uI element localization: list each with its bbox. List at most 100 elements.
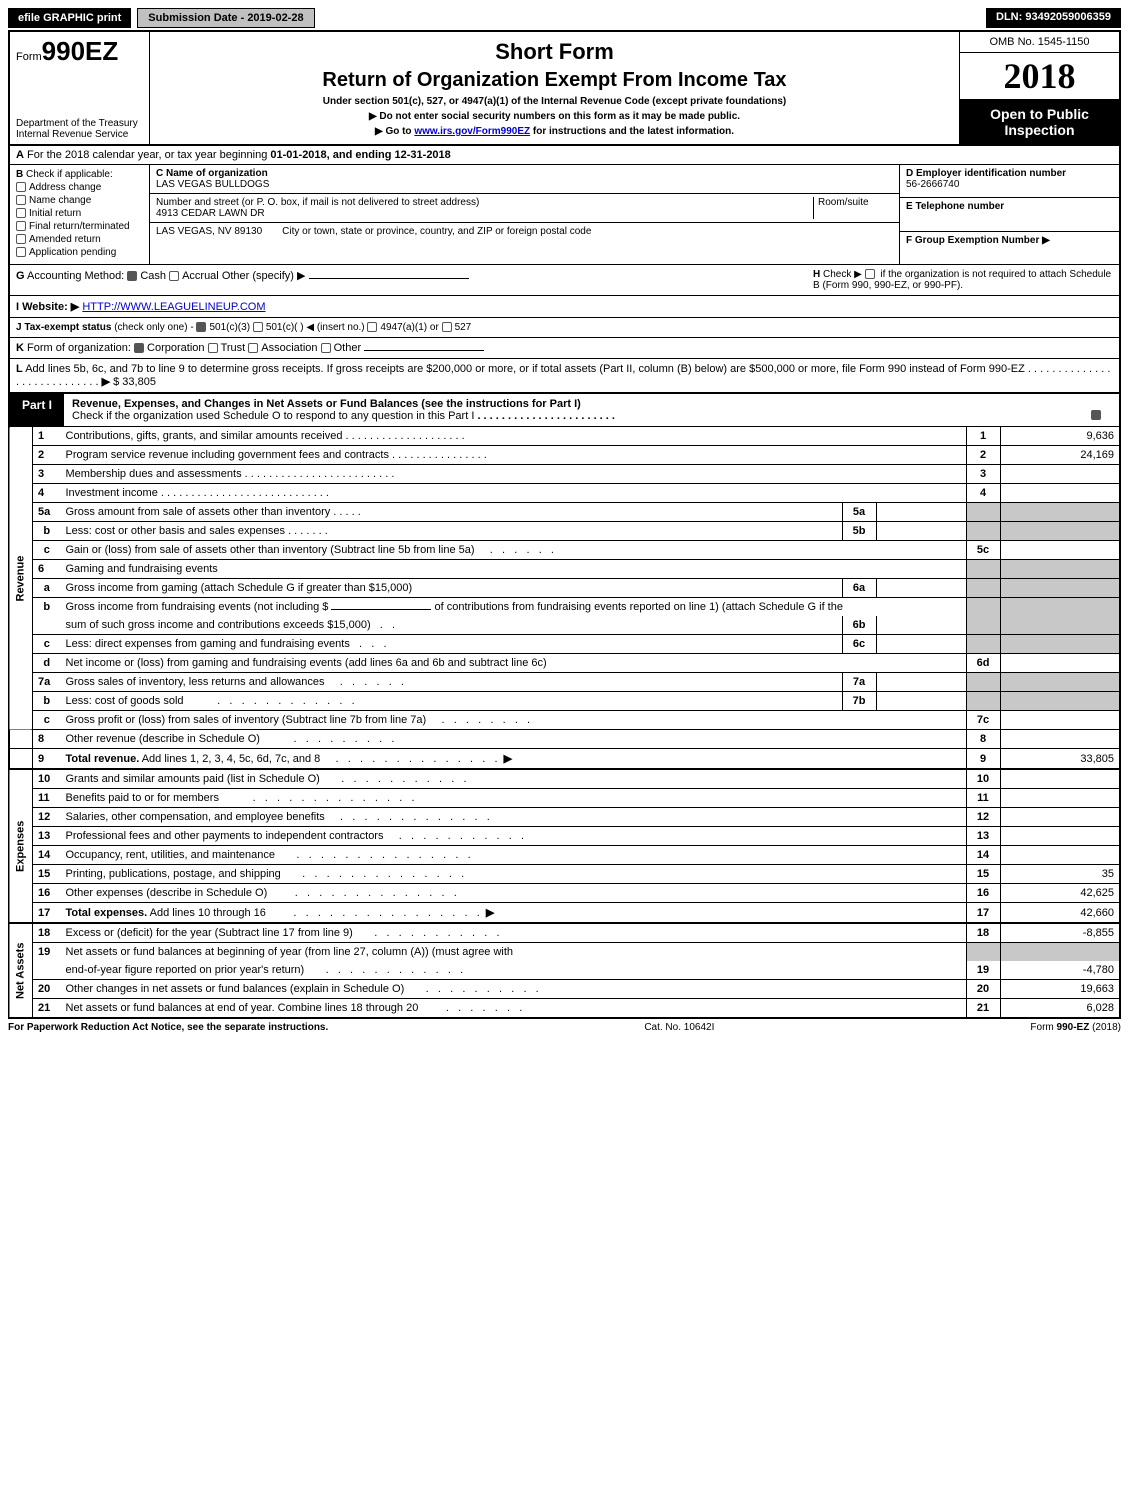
check-accrual[interactable] [169, 271, 179, 281]
part-1-title: Revenue, Expenses, and Changes in Net As… [64, 394, 1119, 426]
footer-left: For Paperwork Reduction Act Notice, see … [8, 1022, 328, 1033]
check-name-change[interactable]: Name change [16, 195, 143, 206]
l14-desc: Occupancy, rent, utilities, and maintena… [66, 849, 276, 861]
warn-goto: ▶ Go to www.irs.gov/Form990EZ for instru… [158, 126, 951, 137]
l7a-rshade [966, 673, 1000, 692]
dln-label: DLN: 93492059006359 [986, 8, 1121, 28]
check-final-return-label: Final return/terminated [29, 221, 130, 232]
l18-num: 18 [33, 923, 61, 943]
line-19-2: end-of-year figure reported on prior yea… [9, 961, 1120, 980]
section-g-h: G Accounting Method: Cash Accrual Other … [8, 265, 1121, 296]
check-h[interactable] [865, 269, 875, 279]
line-6: 6 Gaming and fundraising events [9, 560, 1120, 579]
l19-rshade [966, 943, 1000, 962]
l10-rnum: 10 [966, 769, 1000, 789]
j-label: J Tax-exempt status [16, 322, 111, 333]
l5b-num: b [33, 522, 61, 541]
top-bar-left: efile GRAPHIC print Submission Date - 20… [8, 8, 315, 28]
line-7a: 7a Gross sales of inventory, less return… [9, 673, 1120, 692]
g-label: G [16, 270, 25, 282]
check-501c3[interactable] [196, 322, 206, 332]
l1-val: 9,636 [1000, 427, 1120, 446]
check-application-pending[interactable]: Application pending [16, 247, 143, 258]
l7a-inum: 7a [842, 673, 876, 692]
form-number-big: 990EZ [42, 36, 119, 66]
line-10: Expenses 10 Grants and similar amounts p… [9, 769, 1120, 789]
line-2: 2 Program service revenue including gove… [9, 446, 1120, 465]
l7a-ival [876, 673, 966, 692]
check-527[interactable] [442, 322, 452, 332]
city-value: LAS VEGAS, NV 89130 [156, 226, 262, 237]
l6b-inum: 6b [842, 616, 876, 635]
check-initial-return[interactable]: Initial return [16, 208, 143, 219]
l7b-desc: Less: cost of goods sold [66, 695, 184, 707]
g-text: Accounting Method: [27, 270, 124, 282]
l11-val [1000, 789, 1120, 808]
section-d: D Employer identification number 56-2666… [900, 165, 1119, 198]
l5a-num: 5a [33, 503, 61, 522]
l8-val [1000, 730, 1120, 749]
l6d-rnum: 6d [966, 654, 1000, 673]
tax-year: 2018 [960, 53, 1119, 100]
part-1-header: Part I Revenue, Expenses, and Changes in… [8, 394, 1121, 427]
accrual-label: Accrual [182, 270, 219, 282]
f-arrow: ▶ [1042, 235, 1050, 246]
check-schedule-o[interactable] [1091, 410, 1101, 420]
check-cash[interactable] [127, 271, 137, 281]
line-11: 11 Benefits paid to or for members . . .… [9, 789, 1120, 808]
l16-rnum: 16 [966, 884, 1000, 903]
l14-num: 14 [33, 846, 61, 865]
k-trust: Trust [221, 342, 246, 354]
check-501c[interactable] [253, 322, 263, 332]
check-assoc[interactable] [248, 343, 258, 353]
l16-desc: Other expenses (describe in Schedule O) [66, 887, 268, 899]
l18-val: -8,855 [1000, 923, 1120, 943]
l6b-desc1: Gross income from fundraising events (no… [66, 601, 332, 613]
l11-rnum: 11 [966, 789, 1000, 808]
check-final-return[interactable]: Final return/terminated [16, 221, 143, 232]
check-address-change[interactable]: Address change [16, 182, 143, 193]
l3-rnum: 3 [966, 465, 1000, 484]
l7b-vshade [1000, 692, 1120, 711]
l7a-num: 7a [33, 673, 61, 692]
header-left: Form990EZ Department of the Treasury Int… [10, 32, 150, 144]
l3-val [1000, 465, 1120, 484]
efile-print-button[interactable]: efile GRAPHIC print [8, 8, 131, 28]
l6b-desc3: sum of such gross income and contributio… [66, 619, 371, 631]
check-if-applicable: Check if applicable: [26, 169, 113, 180]
dept-line1: Department of the Treasury [16, 118, 143, 129]
check-corp[interactable] [134, 343, 144, 353]
irs-link[interactable]: www.irs.gov/Form990EZ [414, 126, 530, 137]
check-amended-return[interactable]: Amended return [16, 234, 143, 245]
l7b-num: b [33, 692, 61, 711]
check-other[interactable] [321, 343, 331, 353]
website-link[interactable]: HTTP://WWW.LEAGUELINEUP.COM [82, 301, 265, 313]
line-6b-1: b Gross income from fundraising events (… [9, 598, 1120, 617]
check-trust[interactable] [208, 343, 218, 353]
l7c-val [1000, 711, 1120, 730]
c-label: C Name of organization [156, 168, 268, 179]
k-label: K [16, 342, 24, 354]
l5b-vshade [1000, 522, 1120, 541]
submission-date-button[interactable]: Submission Date - 2019-02-28 [137, 8, 314, 28]
part-1-table: Revenue 1 Contributions, gifts, grants, … [8, 427, 1121, 1019]
l12-val [1000, 808, 1120, 827]
org-name-row: C Name of organization LAS VEGAS BULLDOG… [150, 165, 899, 194]
l7c-rnum: 7c [966, 711, 1000, 730]
l6a-ival [876, 579, 966, 598]
l1-desc: Contributions, gifts, grants, and simila… [66, 430, 343, 442]
l6a-num: a [33, 579, 61, 598]
dept-treasury: Department of the Treasury Internal Reve… [16, 118, 143, 140]
l1-num: 1 [33, 427, 61, 446]
section-e: E Telephone number [900, 198, 1119, 231]
l13-val [1000, 827, 1120, 846]
check-4947[interactable] [367, 322, 377, 332]
l18-rnum: 18 [966, 923, 1000, 943]
section-a: A For the 2018 calendar year, or tax yea… [8, 146, 1121, 165]
line-14: 14 Occupancy, rent, utilities, and maint… [9, 846, 1120, 865]
h-check-text: Check ▶ [823, 269, 862, 280]
l9-val: 33,805 [1000, 749, 1120, 770]
under-section: Under section 501(c), 527, or 4947(a)(1)… [158, 96, 951, 107]
section-a-label: A [16, 149, 24, 161]
l7b-inum: 7b [842, 692, 876, 711]
